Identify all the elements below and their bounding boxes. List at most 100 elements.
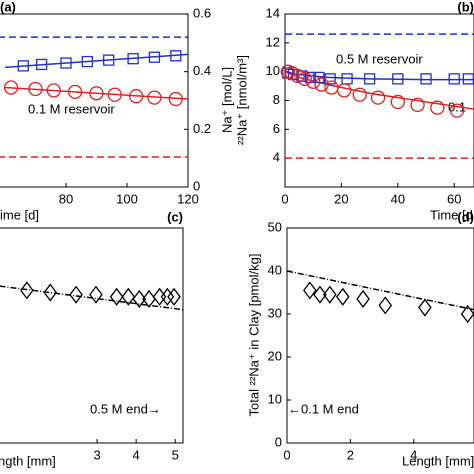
x-tick-label: 80 [59, 191, 73, 206]
marker [81, 55, 93, 68]
x-axis-label: ngth [mm] [0, 453, 56, 468]
marker [148, 51, 161, 63]
panel-label: (d) [457, 209, 474, 224]
marker [152, 287, 167, 306]
marker [410, 97, 425, 112]
marker [449, 103, 465, 118]
annotation: 0.5 M end→ [90, 401, 161, 416]
y-tick-label: 0 [275, 434, 282, 449]
marker [306, 74, 321, 89]
marker [418, 298, 432, 317]
y-axis-label: ²²Na⁺ [nmol/m³] [234, 55, 249, 145]
y-tick-label: 40 [268, 262, 282, 277]
series-line [4, 53, 189, 69]
x-tick-label: 0 [283, 447, 290, 462]
x-tick-label: 60 [447, 191, 461, 206]
annotation: 0.1 M reservoir [28, 101, 115, 116]
marker [356, 289, 370, 309]
marker [46, 83, 61, 98]
annotation: ←0.1 M end [288, 401, 359, 416]
marker [20, 281, 34, 300]
y-tick-label: 0.6 [193, 5, 211, 20]
marker [390, 94, 405, 110]
y-tick-label: 4 [273, 150, 280, 165]
x-axis-label: Length [mm] [402, 453, 474, 468]
x-tick-label: 0 [281, 191, 288, 206]
annotation: 0.5 M reservoir [336, 51, 423, 66]
marker [392, 73, 404, 85]
marker [313, 71, 325, 84]
plot-frame [0, 227, 184, 444]
y-tick-label: 20 [268, 348, 282, 363]
plot-frame [0, 13, 189, 188]
y-tick-label: 0.4 [193, 63, 211, 78]
marker [167, 287, 181, 306]
marker [378, 296, 393, 315]
marker [147, 90, 162, 105]
x-tick-label: 4 [410, 447, 417, 462]
y-axis-label: Na⁺ [mol/L] [219, 67, 234, 133]
marker [160, 287, 175, 306]
marker [314, 77, 329, 92]
marker [60, 57, 72, 69]
panel-label: (c) [167, 209, 183, 224]
y-tick-label: 6 [273, 121, 280, 136]
x-axis-label: Time [d [430, 207, 473, 222]
y-tick-label: 8 [273, 92, 280, 107]
series-line [4, 86, 189, 100]
series-line [0, 285, 184, 311]
marker [303, 281, 317, 300]
marker [430, 100, 445, 115]
y-tick-label: 0 [193, 178, 200, 193]
marker [89, 86, 104, 101]
marker [128, 89, 144, 104]
panel-label: (a) [0, 0, 16, 14]
marker [127, 53, 139, 65]
marker [35, 58, 48, 71]
marker [132, 289, 147, 309]
marker [297, 71, 312, 87]
marker [121, 287, 136, 306]
x-tick-label: 3 [93, 447, 100, 462]
marker [43, 283, 58, 302]
marker [69, 285, 83, 304]
marker [17, 60, 29, 72]
marker [142, 289, 156, 309]
plot-frame [284, 13, 474, 188]
y-tick-label: 14 [266, 5, 280, 20]
marker [107, 87, 122, 102]
marker [460, 304, 474, 324]
marker [170, 50, 182, 62]
y-tick-label: 10 [266, 63, 280, 78]
x-tick-label: 20 [334, 191, 348, 206]
x-tick-label: 100 [116, 191, 138, 206]
x-tick-label: 40 [391, 191, 405, 206]
marker [109, 287, 124, 306]
marker [420, 73, 432, 85]
x-axis-label: ime [d] [0, 207, 39, 222]
marker [462, 73, 474, 85]
y-axis-label: Total ²²Na⁺ in Clay [pmol/kg] [246, 254, 261, 417]
marker [290, 68, 305, 84]
marker [89, 285, 103, 304]
marker [168, 91, 183, 107]
marker [68, 84, 83, 99]
marker [370, 90, 386, 105]
marker [337, 83, 352, 98]
plot-frame [286, 227, 474, 444]
x-tick-label: 5 [172, 447, 179, 462]
x-tick-label: 4 [133, 447, 140, 462]
panel: 0 20 40 60 4 6 8 10 12 14 (b) Time [d ²²Na⁺ [nmol/m³… [234, 0, 474, 222]
panel: 3 4 5 (c) ngth [mm] 0.5 M end→ [0, 209, 184, 468]
marker [322, 285, 337, 304]
x-tick-label: 120 [177, 191, 199, 206]
y-tick-label: 12 [266, 34, 280, 49]
y-tick-label: 0.2 [193, 121, 211, 136]
y-tick-label: 10 [268, 391, 282, 406]
marker [28, 81, 43, 97]
series-line [286, 270, 474, 311]
marker [363, 73, 376, 85]
